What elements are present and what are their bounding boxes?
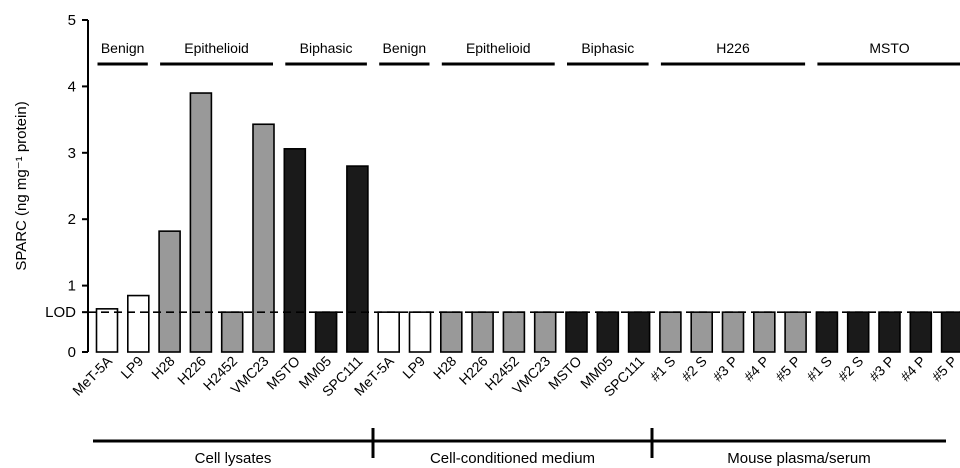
bar: [815, 311, 839, 353]
bars: [88, 92, 960, 353]
group-label: MSTO: [869, 40, 909, 56]
group-label: Epithelioid: [466, 40, 531, 56]
x-tick-label: #1 S: [647, 353, 679, 385]
x-tick-label: MSTO: [263, 353, 303, 393]
group-label: Biphasic: [300, 40, 353, 56]
group-label: Benign: [383, 40, 427, 56]
section-label: Cell-conditioned medium: [430, 450, 595, 467]
bar: [846, 311, 870, 353]
bar: [752, 311, 776, 353]
bar: [471, 311, 494, 353]
group-label: Biphasic: [581, 40, 634, 56]
bar: [377, 311, 401, 353]
x-tick-label: #4 P: [741, 353, 773, 385]
lod-label: LOD: [45, 304, 76, 321]
bar: [596, 311, 620, 353]
y-tick-label: 2: [68, 211, 76, 228]
x-tick-label: H28: [148, 353, 178, 383]
bar: [283, 148, 307, 353]
bar: [189, 92, 213, 353]
x-tick-label: #2 S: [678, 353, 710, 385]
bar: [252, 123, 275, 353]
group-labels: Benign Epithelioid Biphasic Benign Epithelio…: [97, 40, 960, 66]
y-tick-label: 3: [68, 145, 76, 162]
bar: [346, 165, 369, 353]
x-tick-label: #5 P: [929, 353, 960, 385]
x-tick-label: MSTO: [545, 353, 585, 393]
bar: [314, 311, 338, 353]
bar: [95, 308, 119, 353]
bar: [940, 311, 960, 353]
bar: [502, 311, 526, 353]
x-tick-label: H28: [430, 353, 460, 383]
x-tick-label: #3 P: [866, 353, 898, 385]
category-labels: MeT-5A LP9 H28H226H2452VMC23MSTOMM05SPC111…: [69, 352, 960, 399]
bar: [127, 294, 150, 353]
bar: [439, 311, 463, 353]
group-label: Epithelioid: [184, 40, 249, 56]
bar: [784, 311, 807, 353]
y-tick-label: 0: [68, 344, 76, 361]
axes: 0 1 2 3 4 5 LOD: [45, 12, 89, 361]
x-tick-label: #4 P: [897, 353, 929, 385]
bar: [533, 311, 557, 353]
x-tick-label: #2 S: [835, 353, 867, 385]
x-tick-label: MeT-5A: [69, 352, 115, 398]
bar: [627, 311, 651, 353]
y-tick-label: 5: [68, 12, 76, 29]
y-axis-label: SPARC (ng mg⁻¹ protein): [13, 101, 30, 270]
bar: [565, 311, 588, 353]
x-tick-label: LP9: [117, 353, 146, 382]
section-label: Cell lysates: [195, 450, 272, 467]
y-tick-label: 4: [68, 78, 76, 95]
bar: [158, 230, 181, 353]
bar: [721, 311, 745, 353]
bar: [909, 311, 933, 353]
x-tick-label: #5 P: [772, 353, 804, 385]
section-labels: Cell lysates Cell-conditioned medium Mouse…: [93, 428, 946, 467]
bar: [878, 311, 901, 353]
x-tick-label: #3 P: [709, 353, 741, 385]
bar: [659, 311, 682, 353]
group-label: Benign: [101, 40, 145, 56]
section-label: Mouse plasma/serum: [727, 450, 870, 467]
group-label: H226: [716, 40, 750, 56]
bar: [408, 311, 432, 353]
y-tick-label: 1: [68, 278, 76, 295]
x-tick-label: LP9: [399, 353, 428, 382]
bar: [220, 311, 244, 353]
x-tick-label: #1 S: [803, 353, 835, 385]
bar: [690, 311, 714, 353]
